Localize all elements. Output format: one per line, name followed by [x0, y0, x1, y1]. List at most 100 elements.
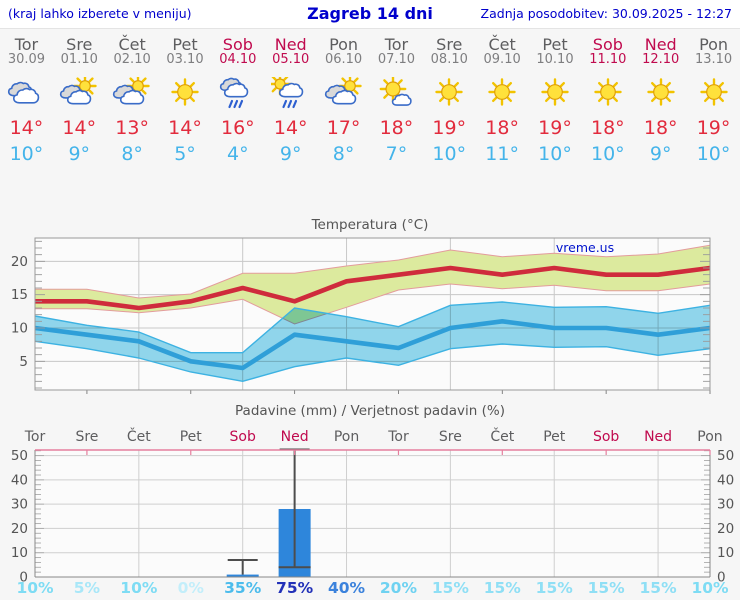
weather-icon-partly-cloudy — [324, 77, 362, 105]
precip-probability-label: 15% — [535, 579, 573, 597]
low-temp: 8° — [121, 143, 143, 165]
temp-low-line — [34, 319, 711, 371]
precip-y-tick-label-left: 30 — [11, 497, 28, 513]
day-date: 09.10 — [483, 52, 521, 67]
precip-probability-label: 10% — [16, 579, 54, 597]
weather-icon-partly-cloudy — [60, 77, 97, 105]
precip-day-label: Tor — [24, 429, 46, 445]
day-column: Sre 01.10 14° 9° — [53, 29, 106, 175]
day-column: Pon 13.10 19° 10° — [687, 29, 740, 175]
precip-probability-label: 15% — [639, 579, 677, 597]
low-temp: 8° — [332, 143, 355, 165]
high-temp: 18° — [379, 117, 414, 139]
day-name: Tor — [14, 35, 39, 54]
watermark-link[interactable]: vreme.us — [556, 240, 614, 255]
precip-probability-label: 15% — [587, 579, 625, 597]
day-column: Ned 05.10 14° 9° — [264, 29, 317, 175]
day-column: Pet 03.10 14° 5° — [159, 29, 212, 175]
weather-icon-sunny — [171, 78, 199, 106]
low-temp: 10° — [538, 143, 572, 165]
temp-high-band — [35, 245, 710, 324]
precip-day-label: Sre — [75, 429, 99, 445]
precip-probability-label: 5% — [73, 579, 101, 597]
temp-y-tick-label: 5 — [19, 354, 28, 370]
low-temp: 9° — [68, 143, 91, 165]
low-temp: 7° — [385, 143, 408, 165]
day-date: 04.10 — [219, 52, 257, 67]
day-column: Sob 11.10 18° 10° — [581, 29, 634, 175]
day-column: Sob 04.10 16° 4° — [211, 29, 264, 175]
high-temp: 19° — [538, 117, 572, 139]
day-name: Sre — [66, 35, 93, 54]
header-bar: (kraj lahko izberete v meniju) Zagreb 14… — [0, 0, 740, 29]
temperature-chart: 5 10 15 20 vreme.us — [11, 237, 711, 394]
precip-y-tick-label-left: 40 — [11, 472, 28, 488]
precip-y-tick-label-left: 50 — [11, 448, 28, 464]
low-temp: 11° — [485, 143, 519, 165]
day-date: 12.10 — [642, 52, 680, 67]
day-name: Ned — [644, 35, 677, 54]
precip-day-label: Čet — [126, 429, 151, 445]
precip-day-label: Čet — [490, 429, 515, 445]
high-temp: 14° — [62, 117, 97, 139]
high-temp: 19° — [432, 117, 467, 139]
weather-icon-sunny — [594, 78, 622, 106]
low-temp: 10° — [696, 143, 731, 165]
day-column: Tor 30.09 14° 10° — [0, 29, 53, 175]
day-date: 02.10 — [113, 52, 151, 67]
precip-y-tick-label-right: 10 — [717, 545, 734, 561]
day-date: 11.10 — [589, 52, 627, 67]
precip-day-label: Sre — [438, 429, 462, 445]
weather-icon-rain — [219, 77, 249, 109]
day-date: 01.10 — [60, 52, 98, 67]
precip-axis-ticks — [35, 450, 710, 573]
day-name: Čet — [488, 35, 516, 54]
low-temp: 9° — [279, 143, 302, 165]
weather-icon-sunny — [699, 78, 728, 106]
day-column: Čet 09.10 18° 11° — [476, 29, 529, 175]
low-temp: 5° — [174, 143, 196, 165]
temp-plot-border — [34, 237, 711, 391]
precip-probability-label: 15% — [483, 579, 521, 597]
high-temp: 17° — [326, 117, 361, 139]
day-name: Pon — [329, 35, 359, 54]
precip-probability-label: 15% — [431, 579, 469, 597]
day-column: Tor 07.10 18° 7° — [370, 29, 423, 175]
precip-y-tick-label-left: 10 — [11, 545, 28, 561]
temp-low-band-upper-edge — [34, 301, 711, 354]
precip-y-tick-label-right: 20 — [717, 521, 734, 537]
day-name: Sob — [592, 35, 623, 54]
day-name: Sob — [222, 35, 253, 54]
weather-icon-sunny — [488, 78, 516, 106]
temp-high-band-upper-edge — [35, 244, 711, 299]
precip-probability-label: 0% — [177, 579, 204, 597]
menu-hint-text: (kraj lahko izberete v meniju) — [8, 6, 192, 21]
precip-day-label: Pet — [543, 429, 566, 445]
weather-icon-sunny — [435, 78, 463, 106]
day-column: Ned 12.10 18° 9° — [634, 29, 687, 175]
temp-high-band-lower-edge — [35, 283, 711, 325]
temp-y-tick-label: 10 — [11, 321, 28, 337]
precip-day-label: Ned — [644, 429, 673, 445]
day-name: Pet — [542, 35, 568, 54]
weather-icon-sunny — [647, 78, 675, 106]
precip-day-label: Tor — [388, 429, 409, 445]
precip-day-label: Sob — [229, 429, 256, 445]
day-date: 13.10 — [694, 52, 733, 67]
precipitation-chart-title: Padavine (mm) / Verjetnost padavin (%) — [235, 403, 505, 419]
precipitation-chart: 0 0 10 10 20 20 30 30 40 40 50 50 — [11, 448, 734, 586]
precip-y-tick-label-left: 0 — [19, 570, 28, 586]
temp-y-tick-label: 20 — [11, 254, 28, 270]
weather-icon-sunny — [541, 78, 569, 106]
precip-top-ticks — [86, 450, 711, 455]
precip-probability-label: 35% — [224, 579, 262, 597]
last-updated-text: Zadnja posodobitev: 30.09.2025 - 12:27 — [480, 6, 732, 21]
weather-icon-mostly-sunny — [380, 77, 413, 106]
day-date: 07.10 — [377, 52, 416, 67]
precip-probability-label: 75% — [276, 579, 314, 597]
precip-bar — [226, 574, 259, 577]
weather-icon-partly-cloudy — [113, 77, 150, 105]
precip-gridlines — [35, 450, 710, 577]
precip-y-tick-label-right: 0 — [717, 570, 726, 586]
precip-day-label: Sob — [592, 429, 620, 445]
